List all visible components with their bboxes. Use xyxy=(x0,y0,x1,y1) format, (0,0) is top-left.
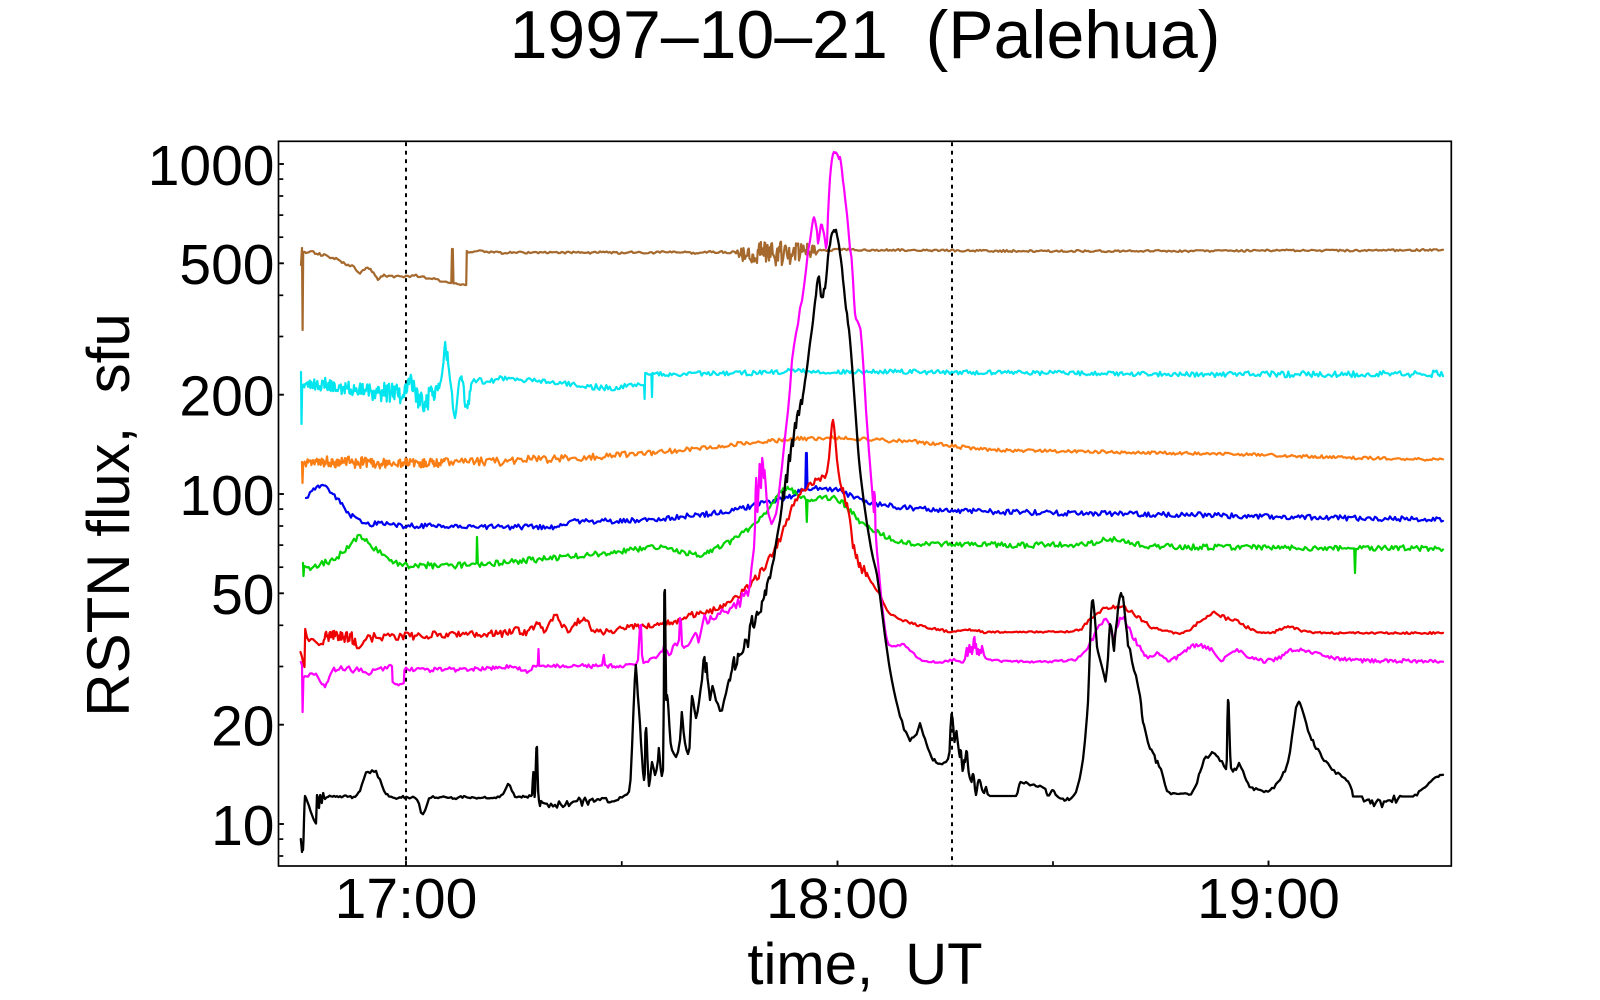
svg-text:20: 20 xyxy=(211,695,274,759)
svg-text:100: 100 xyxy=(179,464,274,528)
svg-text:1997–10–21 (Palehua): 1997–10–21 (Palehua) xyxy=(510,0,1221,73)
svg-text:RSTN flux, sfu: RSTN flux, sfu xyxy=(75,313,142,716)
svg-text:1000: 1000 xyxy=(148,134,275,198)
svg-text:19:00: 19:00 xyxy=(1197,867,1340,931)
svg-text:17:00: 17:00 xyxy=(335,867,478,931)
svg-text:50: 50 xyxy=(211,563,274,627)
svg-text:500: 500 xyxy=(179,233,274,297)
svg-text:200: 200 xyxy=(179,365,274,429)
svg-text:time, UT: time, UT xyxy=(747,932,982,997)
svg-text:18:00: 18:00 xyxy=(766,867,909,931)
svg-text:10: 10 xyxy=(211,794,274,858)
